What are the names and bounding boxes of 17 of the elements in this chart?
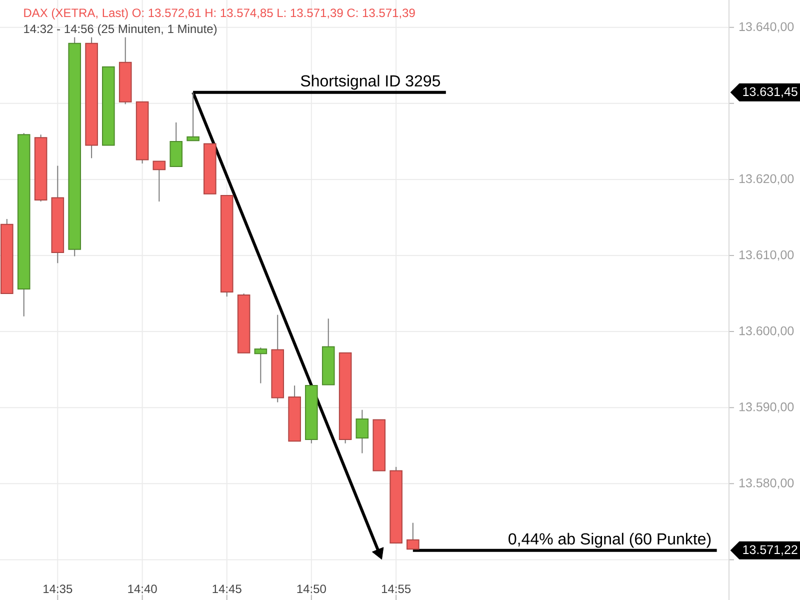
y-tick-label: 13.580,00	[739, 478, 794, 489]
y-tick-label: 13.620,00	[739, 174, 794, 185]
series-label: Shortsignal ID 3295	[300, 74, 440, 90]
y-tick-label: 13.590,00	[739, 402, 794, 413]
x-tick-label: 14:35	[44, 584, 72, 594]
legend-label: 0,44% ab Signal (60 Punkte)	[508, 532, 711, 548]
y-tick-label: 13.610,00	[739, 250, 794, 261]
y2-tick-label: 13.631,45	[743, 87, 798, 98]
text: 14:32 - 14:56 (25 Minuten, 1 Minute)	[24, 24, 217, 36]
x-tick-label: 14:40	[128, 584, 157, 594]
y-tick-label: 13.640,00	[739, 22, 794, 33]
x-tick-label: 14:50	[297, 584, 326, 594]
x-tick-label: 14:45	[212, 584, 242, 594]
y-tick-label: 13.600,00	[739, 326, 794, 337]
text: DAX (XETRA, Last) O: 13.572,61 H: 13.574,85 L: 13.571,39 C: 13.571,39	[24, 8, 415, 20]
x-tick-label: 14:55	[382, 584, 411, 594]
y2-tick-label: 13.571,22	[743, 545, 798, 556]
